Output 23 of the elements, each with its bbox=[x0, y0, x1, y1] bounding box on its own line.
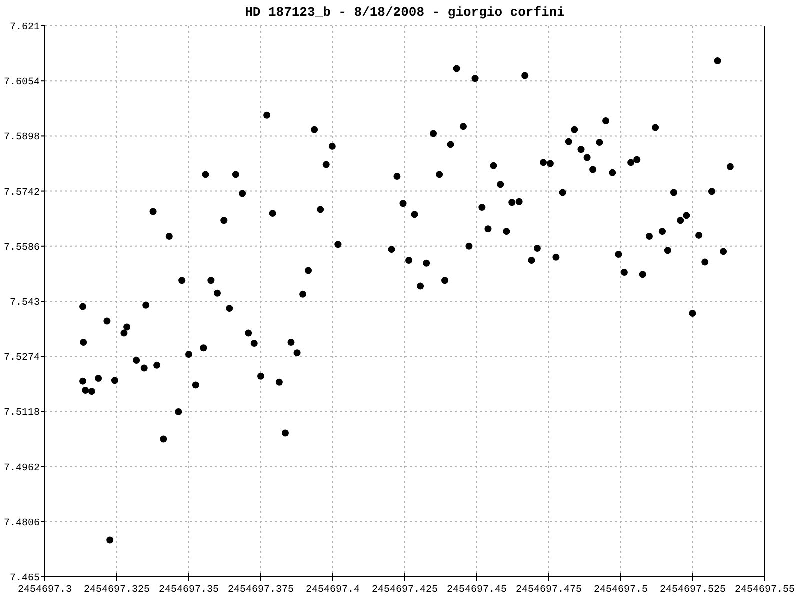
y-tick-label: 7.5898 bbox=[4, 132, 40, 144]
x-tick-label: 2454697.35 bbox=[158, 585, 220, 596]
x-tick-label: 2454697.3 bbox=[18, 585, 72, 596]
x-tick-label: 2454697.45 bbox=[446, 585, 508, 596]
x-tick-label: 2454697.475 bbox=[516, 585, 582, 596]
x-tick-label: 2454697.525 bbox=[660, 585, 726, 596]
x-tick-label: 2454697.425 bbox=[372, 585, 438, 596]
x-tick-label: 2454697.4 bbox=[306, 585, 360, 596]
y-tick-label: 7.4962 bbox=[4, 463, 40, 474]
chart-title: HD 187123_b - 8/18/2008 - giorgio corfini bbox=[245, 5, 566, 20]
x-tick-label: 2454697.325 bbox=[84, 585, 150, 596]
y-tick-label: 7.5274 bbox=[4, 353, 40, 364]
y-tick-label: 7.465 bbox=[10, 574, 40, 584]
x-tick-label: 2454697.55 bbox=[734, 585, 796, 596]
x-tick-label: 2454697.375 bbox=[228, 585, 294, 596]
y-tick-label: 7.543 bbox=[10, 298, 40, 309]
y-tick-label: 7.6054 bbox=[4, 78, 40, 89]
y-tick-label: 7.5742 bbox=[4, 188, 40, 199]
x-tick-label: 2454697.5 bbox=[594, 585, 648, 596]
y-tick-label: 7.621 bbox=[10, 22, 40, 34]
y-tick-label: 7.5586 bbox=[4, 242, 40, 254]
y-tick-label: 7.5118 bbox=[4, 408, 40, 420]
y-tick-label: 7.4806 bbox=[4, 518, 40, 530]
